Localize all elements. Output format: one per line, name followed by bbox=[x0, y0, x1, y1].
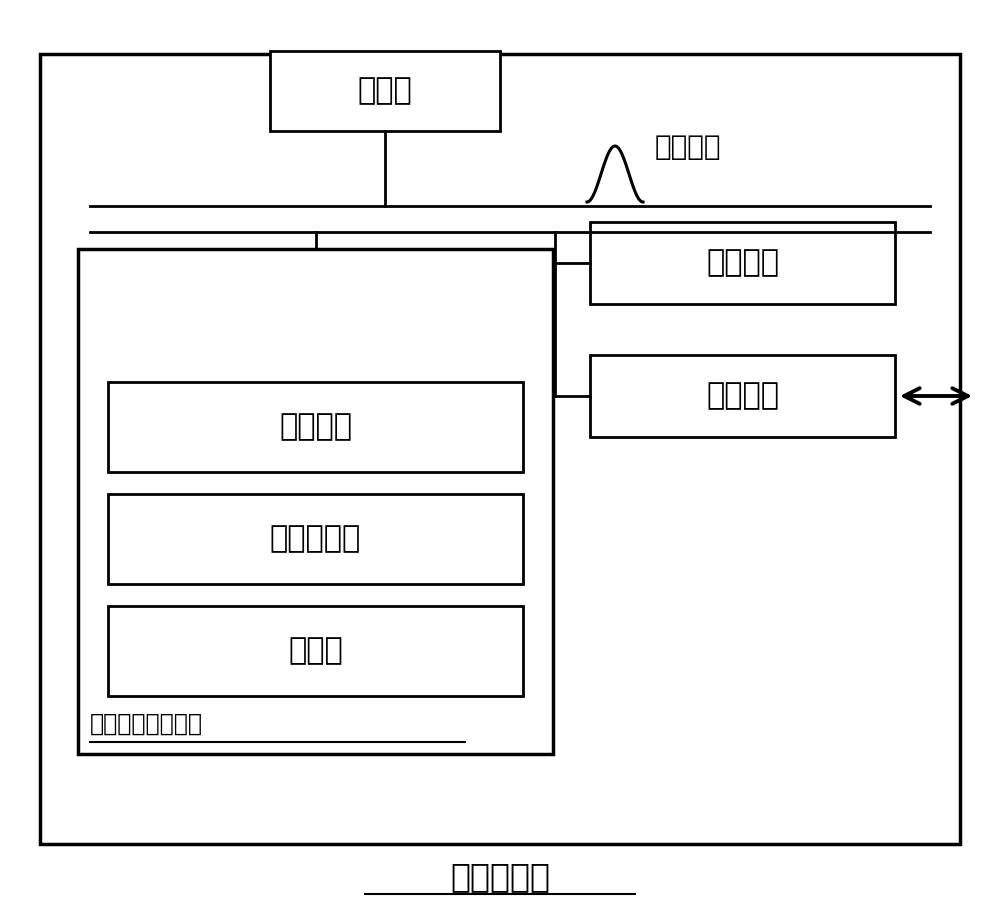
Bar bbox=[590, 355, 895, 437]
Text: 系统总线: 系统总线 bbox=[655, 133, 722, 161]
Text: 计算机程序: 计算机程序 bbox=[270, 524, 361, 554]
Bar bbox=[40, 54, 960, 844]
Bar bbox=[590, 222, 895, 304]
Text: 操作系统: 操作系统 bbox=[279, 413, 352, 442]
Bar bbox=[108, 382, 523, 472]
Text: 非易失性存储介质: 非易失性存储介质 bbox=[90, 712, 203, 736]
Text: 数据库: 数据库 bbox=[288, 636, 343, 665]
Bar bbox=[270, 51, 500, 131]
Text: 处理器: 处理器 bbox=[358, 76, 412, 105]
Bar bbox=[108, 606, 523, 696]
Bar bbox=[108, 494, 523, 584]
Text: 网络接口: 网络接口 bbox=[706, 382, 779, 411]
Text: 内存储器: 内存储器 bbox=[706, 248, 779, 277]
Bar bbox=[78, 249, 553, 754]
Text: 计算机设备: 计算机设备 bbox=[450, 861, 550, 894]
